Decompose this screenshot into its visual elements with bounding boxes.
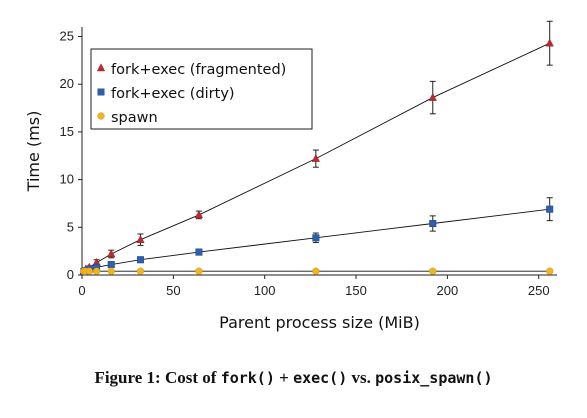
data-point xyxy=(546,267,554,275)
x-tick-label: 0 xyxy=(78,283,85,298)
series-1 xyxy=(80,197,554,276)
series-layer xyxy=(79,20,554,276)
data-point xyxy=(194,210,204,219)
legend-marker xyxy=(96,63,106,72)
data-point xyxy=(312,234,320,242)
y-tick-label: 0 xyxy=(67,267,74,282)
legend-label: spawn xyxy=(111,110,158,126)
x-tick-label: 50 xyxy=(166,283,180,298)
data-point xyxy=(136,235,145,243)
legend-label: fork+exec (fragmented) xyxy=(111,62,286,78)
y-tick-label: 20 xyxy=(60,76,74,91)
data-point xyxy=(311,154,320,162)
y-tick-label: 15 xyxy=(60,124,74,139)
data-point xyxy=(312,267,320,275)
x-tick-label: 100 xyxy=(254,283,276,298)
data-point xyxy=(195,248,203,256)
data-point xyxy=(546,205,554,213)
legend: fork+exec (fragmented) fork+exec (dirty) s… xyxy=(90,48,313,130)
data-point xyxy=(195,267,203,275)
y-axis-title: Time (ms) xyxy=(24,111,43,193)
y-tick-label: 25 xyxy=(60,29,74,44)
data-point xyxy=(428,92,437,101)
data-point xyxy=(136,256,144,264)
caption-plus: + xyxy=(274,368,294,387)
data-point xyxy=(429,219,437,227)
legend-label: fork+exec (dirty) xyxy=(111,86,235,102)
series-2 xyxy=(80,267,554,275)
caption-posix-spawn: posix_spawn() xyxy=(375,369,493,387)
data-point xyxy=(545,38,554,47)
data-point xyxy=(107,249,116,258)
data-point xyxy=(93,267,101,275)
y-tick-label: 5 xyxy=(67,219,74,234)
data-point xyxy=(85,267,93,275)
x-tick-label: 200 xyxy=(437,283,459,298)
data-point xyxy=(136,267,145,275)
caption-vs: vs. xyxy=(347,368,376,387)
caption-prefix: Figure 1: Cost of xyxy=(94,368,221,387)
x-axis-title: Parent process size (MiB) xyxy=(219,313,420,332)
figure-caption: Figure 1: Cost of fork() + exec() vs. po… xyxy=(0,368,587,388)
legend-box xyxy=(90,48,313,130)
legend-marker xyxy=(97,88,105,96)
data-point xyxy=(429,267,437,275)
caption-exec: exec() xyxy=(293,369,348,387)
data-point xyxy=(107,261,115,269)
data-point xyxy=(107,267,115,275)
x-tick-label: 150 xyxy=(345,283,367,298)
caption-fork: fork() xyxy=(220,369,275,387)
x-tick-label: 250 xyxy=(528,283,550,298)
y-tick-label: 10 xyxy=(60,172,74,187)
legend-marker xyxy=(97,112,105,120)
